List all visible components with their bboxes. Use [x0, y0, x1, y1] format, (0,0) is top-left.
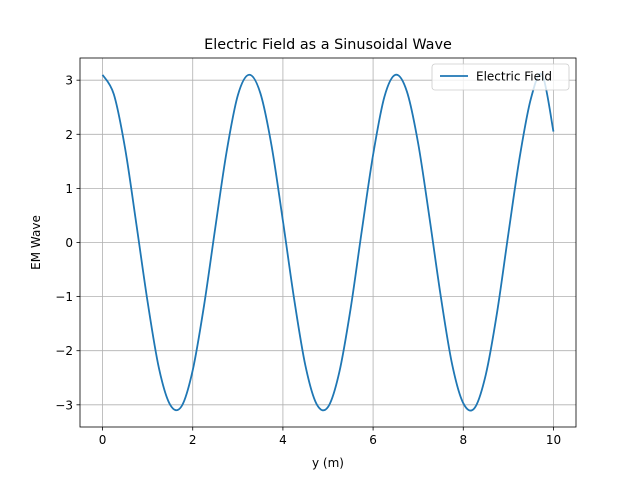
y-axis-label: EM Wave: [29, 215, 43, 270]
y-tick-label: 1: [65, 182, 73, 196]
legend-box: [431, 63, 570, 91]
y-tick-label: −2: [55, 344, 73, 358]
series-line-electric-field: [101, 72, 555, 412]
y-tick-label: −1: [55, 290, 73, 304]
axis-ticks: 0 2 4 6 8 10 −3 −2 −1 0 1 2 3: [55, 74, 561, 447]
y-tick-label: 2: [65, 128, 73, 142]
legend: Electric Field: [431, 63, 570, 91]
legend-label: Electric Field: [476, 70, 552, 84]
x-tick-label: 2: [189, 433, 197, 447]
x-tick-label: 0: [99, 433, 107, 447]
x-tick-label: 8: [459, 433, 467, 447]
x-tick-label: 10: [546, 433, 561, 447]
y-tick-label: −3: [55, 398, 73, 412]
grid: [80, 58, 576, 427]
x-axis-label: y (m): [312, 456, 344, 470]
x-tick-label: 4: [279, 433, 287, 447]
plot-area: [101, 72, 555, 412]
chart-title: Electric Field as a Sinusoidal Wave: [204, 37, 452, 53]
y-tick-label: 3: [65, 74, 73, 88]
x-tick-label: 6: [369, 433, 377, 447]
y-tick-label: 0: [65, 236, 73, 250]
